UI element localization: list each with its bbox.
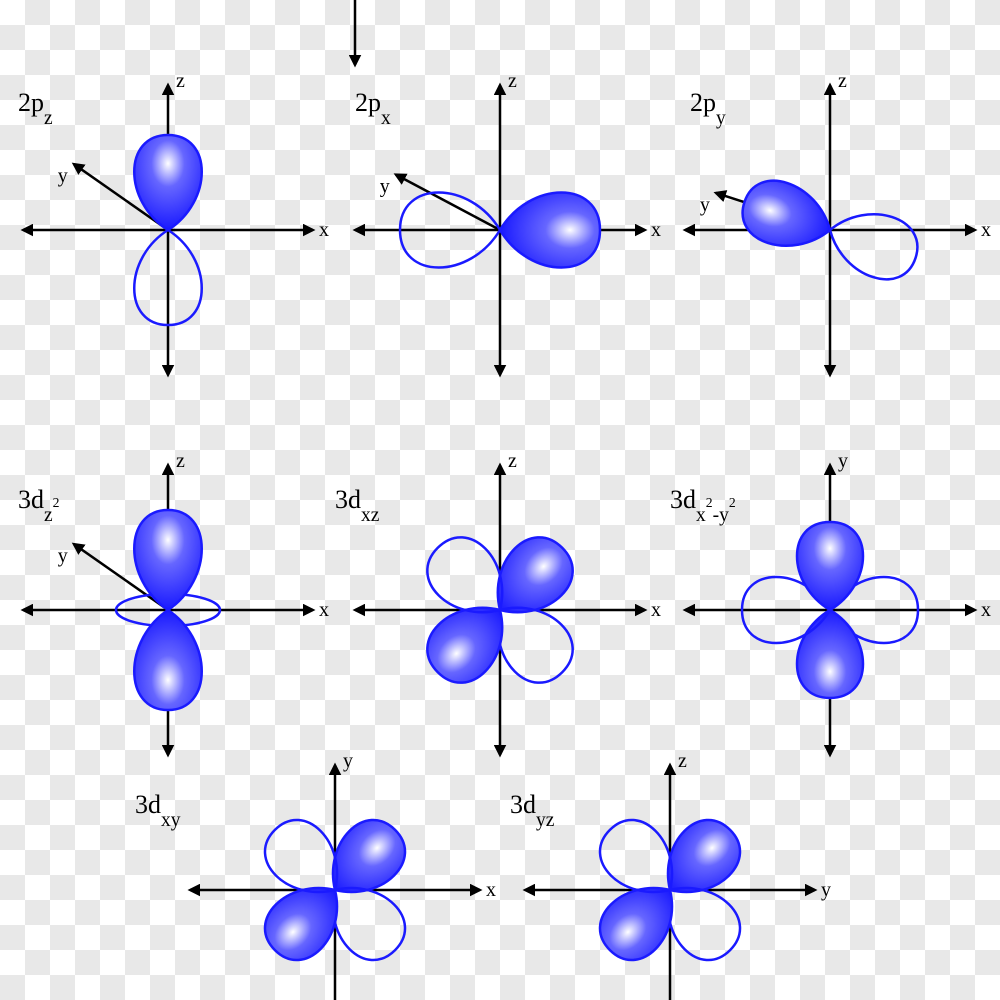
axis-label: x (981, 599, 991, 621)
axis-label: z (508, 70, 517, 92)
orbital-3dz2: x z y (23, 450, 329, 755)
orbital-lobe (500, 193, 600, 268)
axis-label: y (821, 879, 831, 901)
orbital-label-2px: 2px (355, 88, 391, 123)
orbital-label-3dx2y2: 3dx2-y2 (670, 485, 736, 520)
axis-label: y (838, 450, 848, 472)
axis-label: z (838, 70, 847, 92)
axis-label: y (58, 165, 68, 187)
axis-label: y (700, 194, 710, 216)
orbital-lobe (820, 200, 925, 288)
orbital-label-3dxz: 3dxz (335, 485, 379, 520)
orbital-label-3dz2: 3dz2 (18, 485, 59, 520)
axis-label: x (486, 879, 496, 901)
axis-label: z (176, 70, 185, 92)
axis-label: x (319, 599, 329, 621)
orbital-label-2pz: 2pz (18, 88, 53, 123)
orbital-diagram-canvas: xzyxzyxzyxzyxzxyxyyz (0, 0, 1000, 1000)
axis-label: x (319, 219, 329, 241)
axis-label: x (981, 219, 991, 241)
orbital-3dxy: xy (190, 750, 496, 1000)
orbital-lobe (134, 135, 202, 230)
axis-label: x (651, 599, 661, 621)
orbital-2py: x z y (685, 70, 991, 375)
axis-label: y (343, 750, 353, 772)
orbital-3dyz: yz (525, 750, 831, 1000)
axis-label: z (678, 750, 687, 772)
orbital-3dxz: xz (355, 450, 661, 755)
orbital-2px: x z y (355, 70, 661, 375)
orbital-label-2py: 2py (690, 88, 726, 123)
orbital-2pz: x z y (23, 70, 329, 375)
axis-label: y (380, 176, 390, 198)
axis-label: y (58, 545, 68, 567)
axis-label: z (176, 450, 185, 472)
orbital-lobe (735, 172, 840, 260)
orbital-lobe (797, 522, 863, 610)
axis-label: x (651, 219, 661, 241)
orbital-lobe (797, 610, 863, 698)
axis-label: z (508, 450, 517, 472)
orbital-label-3dyz: 3dyz (510, 790, 554, 825)
orbital-label-3dxy: 3dxy (135, 790, 181, 825)
